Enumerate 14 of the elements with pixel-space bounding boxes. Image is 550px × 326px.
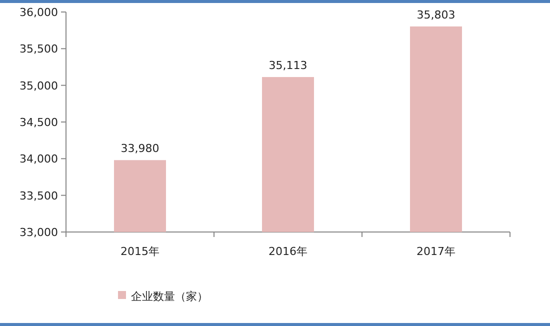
x-tick-label: 2016年 (268, 245, 308, 258)
data-label: 35,803 (416, 8, 456, 22)
data-label: 35,113 (268, 59, 308, 72)
y-tick-label: 36,000 (20, 6, 58, 19)
x-tick-label: 2015年 (120, 245, 160, 258)
legend-label: 企业数量（家） (131, 290, 208, 303)
y-tick-label: 35,500 (20, 42, 58, 56)
data-label: 33,980 (120, 142, 160, 156)
y-tick-label: 33,000 (20, 226, 58, 239)
y-tick-label: 34,500 (20, 116, 58, 129)
y-tick-label: 34,000 (20, 152, 58, 166)
y-tick-label: 33,500 (20, 189, 58, 202)
x-tick-label: 2017年 (416, 245, 456, 258)
y-tick-label: 35,000 (20, 79, 58, 92)
